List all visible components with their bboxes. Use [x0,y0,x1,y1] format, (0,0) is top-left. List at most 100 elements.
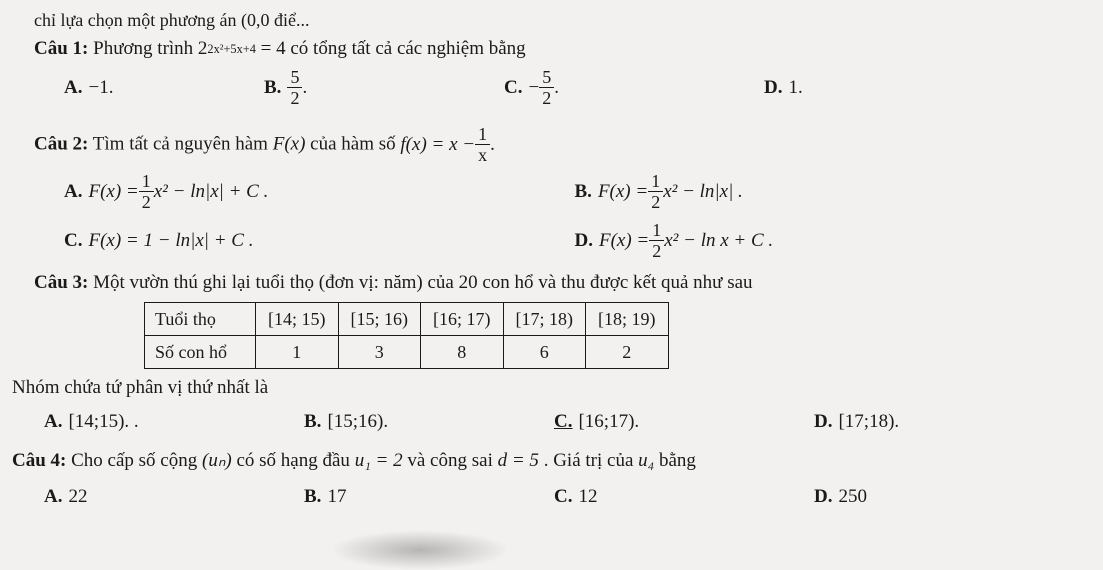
q1-b-tail: . [302,75,307,101]
ld3: D. [814,409,832,435]
q2-label: Câu 2: [34,134,88,155]
dm: x² − ln x + C . [664,228,773,254]
bm: x² − ln|x| . [663,179,743,205]
q1-stem-pre: Phương trình [93,38,198,59]
r2h: Số con hổ [145,335,256,368]
q4t: bằng [659,450,696,471]
c3: [17; 18) [503,302,586,335]
q1-c-tail: . [554,75,559,101]
nc: 5 [539,68,554,88]
q4p: Cho cấp số cộng [71,450,202,471]
fn: 1 [475,125,490,145]
q2-stem-pre: Tìm tất cả nguyên hàm [93,134,273,155]
q2-fx: f(x) = x − 1x . [400,125,494,164]
dd: 2 [649,241,664,260]
q3-opt-b: B.[15;16). [304,409,554,435]
q3-table: Tuổi thọ [14; 15) [15; 16) [16; 17) [17;… [144,302,669,370]
q2-fx-frac: 1x [475,125,490,164]
ad: 2 [139,192,154,211]
c1: [15; 16) [338,302,421,335]
q3-opt-a: A.[14;15). . [44,409,304,435]
ld2: D. [575,228,593,254]
nb: 5 [287,68,302,88]
v1: 3 [338,335,421,368]
q1-opt-b: B. 52 . [264,68,504,107]
q1-stem-mid: = 4 có tổng tất cả các nghiệm bằng [261,38,526,59]
q4c: 12 [578,484,597,510]
v0: 1 [256,335,339,368]
q2-fx-tail: . [490,132,495,158]
lc3: C. [554,409,572,435]
q1-opt-a: A.−1. [64,68,264,107]
q3d: [17;18). [838,409,899,435]
bp: F(x) = [598,179,648,205]
q3-stem: Một vườn thú ghi lại tuổi thọ (đơn vị: n… [93,272,752,293]
q3-opt-d: D.[17;18). [814,409,1085,435]
lbl-a: A. [64,75,82,101]
top-fragment: chỉ lựa chọn một phương án (0,0 điể... [34,8,1085,32]
db: 2 [287,88,302,107]
q2-opt-a: A. F(x) = 12 x² − ln|x| + C . [64,172,575,211]
question-3: Câu 3: Một vườn thú ghi lại tuổi thọ (đơ… [34,270,1085,296]
dc: 2 [539,88,554,107]
lbl-c: C. [504,75,522,101]
am: x² − ln|x| + C . [154,179,269,205]
question-1: Câu 1: Phương trình 22x²+5x+4 = 4 có tổn… [34,36,1085,62]
lb4: B. [304,484,321,510]
af: 12 [139,172,154,211]
an: 1 [139,172,154,192]
q1-c-neg: − [528,75,539,101]
lb3: B. [304,409,321,435]
q2-options: A. F(x) = 12 x² − ln|x| + C . B. F(x) = … [64,172,1085,260]
q3-options: A.[14;15). . B.[15;16). C.[16;17). D.[17… [44,409,1085,435]
dp: F(x) = [599,228,649,254]
q4m1: có số hạng đầu [236,450,354,471]
page-shadow [330,530,510,570]
q4m2: và công sai [407,450,497,471]
fd: x [475,145,490,164]
q1-a-val: −1. [88,75,113,101]
q2-opt-c: C. F(x) = 1 − ln|x| + C . [64,221,575,260]
q3-opt-c: C.[16;17). [554,409,814,435]
q4-label: Câu 4: [12,450,66,471]
table-row: Tuổi thọ [14; 15) [15; 16) [16; 17) [17;… [145,302,669,335]
q4d2: 250 [838,484,867,510]
q1-label: Câu 1: [34,38,88,59]
bn: 1 [648,172,663,192]
q1-options: A.−1. B. 52 . C. − 52 . D.1. [64,68,1085,107]
c2: [16; 17) [421,302,504,335]
q2-opt-d: D. F(x) = 12 x² − ln x + C . [575,221,1086,260]
q4a: 22 [68,484,87,510]
q4un: (uₙ) [202,450,232,471]
q1-base: 2 [198,36,208,62]
q2-opt-b: B. F(x) = 12 x² − ln|x| . [575,172,1086,211]
q3a: [14;15). . [68,409,138,435]
q1-b-frac: 52 [287,68,302,107]
v2: 8 [421,335,504,368]
bf: 12 [648,172,663,211]
q4m3: . Giá trị của [544,450,638,471]
la3: A. [44,409,62,435]
q4-opt-c: C.12 [554,484,814,510]
q4-options: A.22 B.17 C.12 D.250 [44,484,1085,510]
q3b: [15;16). [327,409,388,435]
table-row: Số con hổ 1 3 8 6 2 [145,335,669,368]
v4: 2 [586,335,669,368]
q1-opt-c: C. − 52 . [504,68,764,107]
ld4: D. [814,484,832,510]
lb2: B. [575,179,592,205]
q4u1: u₁ = 2 [355,450,403,471]
v3: 6 [503,335,586,368]
q2-fx-lhs: f(x) = x − [400,132,475,158]
q1-c-frac: 52 [539,68,554,107]
question-4: Câu 4: Cho cấp số cộng (uₙ) có số hạng đ… [12,448,1085,474]
la2: A. [64,179,82,205]
q2-stem-mid: của hàm số [310,134,400,155]
q3c: [16;17). [578,409,639,435]
c0: [14; 15) [256,302,339,335]
dn: 1 [649,221,664,241]
q2-Fx: F(x) [273,134,306,155]
ap: F(x) = [88,179,138,205]
q4-opt-b: B.17 [304,484,554,510]
cm2: F(x) = 1 − ln|x| + C . [88,228,253,254]
